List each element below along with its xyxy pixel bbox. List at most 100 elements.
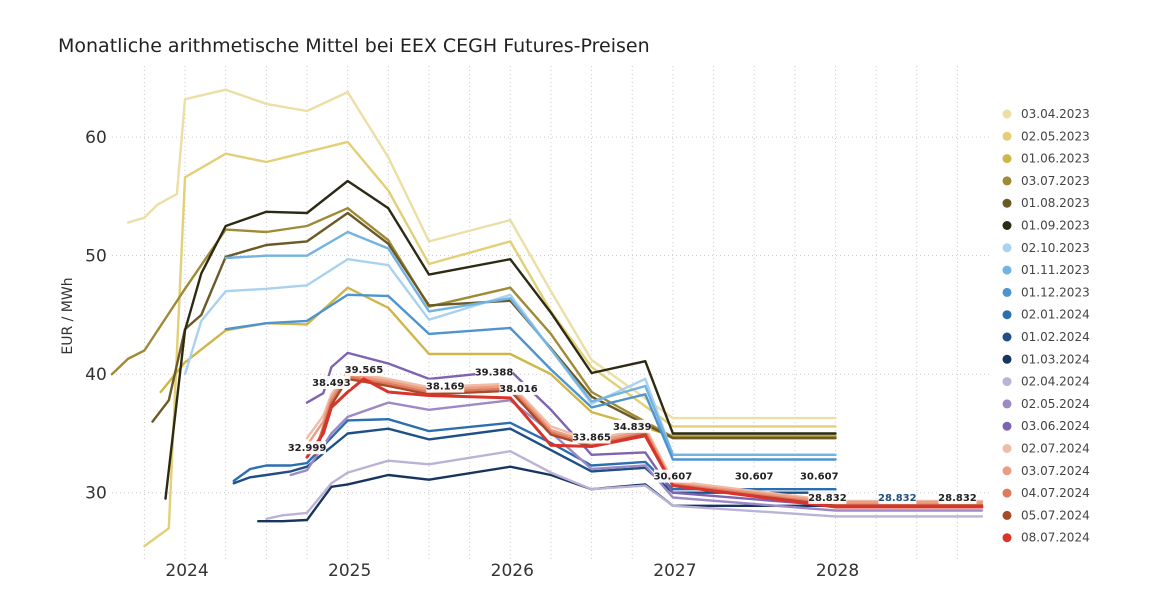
series-line-01.06.2023	[159, 286, 837, 437]
legend-item[interactable]: 02.07.2024	[1002, 442, 1090, 456]
series-line-01.02.2024	[232, 427, 837, 494]
x-tick-2025: 2025	[328, 561, 371, 581]
series-line-02.10.2023	[183, 258, 837, 456]
x-tick-labels: 2024 2025 2026 2027 2028	[165, 561, 859, 581]
legend-label: 01.08.2023	[1021, 196, 1090, 210]
legend-marker	[1002, 131, 1012, 141]
legend-marker	[1002, 488, 1012, 498]
legend-item[interactable]: 01.08.2023	[1002, 196, 1090, 210]
y-tick-50: 50	[85, 247, 107, 267]
data-label-bg	[735, 469, 774, 483]
data-labels: 32.999 38.493 39.565 38.169 39.388 38.016 33.8…	[288, 362, 977, 504]
data-label: 38.016	[499, 384, 538, 395]
data-label: 38.493	[312, 378, 351, 389]
legend-label: 08.07.2024	[1021, 531, 1090, 545]
data-label-bg	[572, 430, 611, 444]
data-label-bg	[312, 375, 351, 389]
legend-item[interactable]: 01.09.2023	[1002, 219, 1090, 233]
legend-item[interactable]: 01.02.2024	[1002, 330, 1090, 344]
legend-item[interactable]: 02.10.2023	[1002, 241, 1090, 255]
data-label: 28.832	[938, 493, 977, 504]
legend-marker	[1002, 399, 1012, 409]
x-tick-2026: 2026	[491, 561, 534, 581]
data-label: 30.607	[735, 472, 774, 483]
data-label-bg	[475, 365, 514, 379]
legend-marker	[1002, 510, 1012, 520]
data-label: 28.832	[878, 493, 917, 504]
legend-item[interactable]: 01.03.2024	[1002, 352, 1090, 366]
legend-label: 02.05.2024	[1021, 397, 1090, 411]
legend-item[interactable]: 03.07.2023	[1002, 174, 1090, 188]
series-line-02.01.2024	[232, 418, 837, 491]
legend-item[interactable]: 02.05.2023	[1002, 129, 1090, 143]
legend-marker	[1002, 421, 1012, 431]
legend-label: 04.07.2024	[1021, 486, 1090, 500]
legend-label: 03.07.2024	[1021, 464, 1090, 478]
legend-marker	[1002, 533, 1012, 543]
series-lines	[110, 88, 984, 548]
legend-item[interactable]: 01.11.2023	[1002, 263, 1090, 277]
series-line-03.04.2023	[126, 88, 837, 420]
legend-marker	[1002, 198, 1012, 208]
legend-label: 01.06.2023	[1021, 152, 1090, 166]
data-label: 33.865	[572, 433, 611, 444]
data-label: 39.388	[475, 367, 514, 378]
data-label-bg	[938, 490, 977, 504]
data-label: 38.169	[426, 382, 465, 393]
data-label-bg	[344, 362, 383, 376]
data-label: 30.607	[654, 472, 693, 483]
legend-marker	[1002, 243, 1012, 253]
legend-marker	[1002, 354, 1012, 364]
data-label-bg	[878, 490, 917, 504]
legend-marker	[1002, 221, 1012, 230]
data-label-bg	[613, 419, 652, 433]
legend-marker	[1002, 154, 1012, 164]
legend-label: 02.05.2023	[1021, 129, 1090, 143]
legend-label: 01.02.2024	[1021, 330, 1090, 344]
y-tick-60: 60	[85, 128, 107, 148]
legend: 03.04.2023 02.05.2023 01.06.2023 03.07.2023…	[1002, 107, 1090, 545]
series-line-03.07.2023	[110, 207, 837, 439]
legend-marker	[1002, 332, 1012, 342]
legend-label: 03.06.2024	[1021, 419, 1090, 433]
legend-label: 03.07.2023	[1021, 174, 1090, 188]
legend-item[interactable]: 03.04.2023	[1002, 107, 1090, 121]
legend-marker	[1002, 109, 1012, 119]
legend-item[interactable]: 04.07.2024	[1002, 486, 1090, 500]
series-line-01.11.2023	[224, 230, 837, 456]
data-label-bg	[426, 379, 465, 393]
data-label-bg	[288, 441, 327, 455]
legend-marker	[1002, 466, 1012, 476]
legend-item[interactable]: 02.01.2024	[1002, 308, 1090, 322]
y-axis-label: EUR / MWh	[60, 277, 76, 354]
legend-item[interactable]: 05.07.2024	[1002, 508, 1090, 522]
legend-item[interactable]: 01.06.2023	[1002, 152, 1090, 166]
data-label-bg	[653, 469, 692, 483]
data-label-bg	[808, 490, 847, 504]
y-tick-labels: 30 40 50 60	[85, 128, 107, 504]
legend-item[interactable]: 08.07.2024	[1002, 531, 1090, 545]
legend-item[interactable]: 01.12.2023	[1002, 285, 1090, 299]
y-tick-30: 30	[85, 484, 107, 504]
legend-marker	[1002, 310, 1012, 320]
legend-item[interactable]: 03.07.2024	[1002, 464, 1090, 478]
x-tick-2028: 2028	[816, 561, 859, 581]
series-line-02.04.2024	[265, 450, 984, 520]
data-label: 34.839	[613, 422, 652, 433]
legend-item[interactable]: 02.04.2024	[1002, 375, 1090, 389]
legend-item[interactable]: 03.06.2024	[1002, 419, 1090, 433]
legend-item[interactable]: 02.05.2024	[1002, 397, 1090, 411]
legend-label: 02.07.2024	[1021, 442, 1090, 456]
legend-label: 01.11.2023	[1021, 263, 1090, 277]
legend-label: 01.03.2024	[1021, 352, 1090, 366]
series-line-02.05.2024	[289, 399, 984, 512]
legend-label: 02.01.2024	[1021, 308, 1090, 322]
data-label: 30.607	[800, 472, 839, 483]
legend-label: 03.04.2023	[1021, 107, 1090, 121]
chart-title: Monatliche arithmetische Mittel bei EEX …	[58, 35, 650, 57]
data-label-bg	[800, 469, 839, 483]
series-line-01.12.2023	[224, 293, 837, 461]
legend-label: 01.12.2023	[1021, 285, 1090, 299]
legend-label: 01.09.2023	[1021, 219, 1090, 233]
